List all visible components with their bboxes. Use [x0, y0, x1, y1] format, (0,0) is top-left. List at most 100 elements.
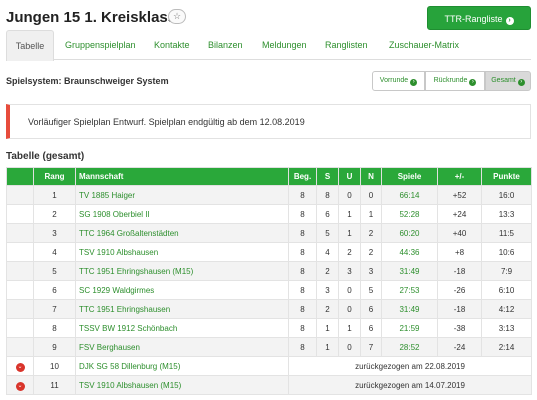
cell-spiele-link[interactable]: 31:49	[381, 261, 438, 281]
tab-bar: Tabelle Gruppenspielplan Kontakte Bilanz…	[6, 30, 531, 61]
cell-diff: -18	[437, 299, 482, 319]
header-s[interactable]: S	[316, 167, 339, 186]
cell-rang: 2	[33, 204, 76, 224]
tab-meldungen[interactable]: Meldungen	[262, 40, 307, 50]
row-flag	[6, 223, 34, 243]
cell-team-link[interactable]: TSSV BW 1912 Schönbach	[75, 318, 289, 338]
favorite-star-icon[interactable]: ☆	[168, 9, 186, 24]
cell-team-link[interactable]: FSV Berghausen	[75, 337, 289, 357]
header-flag	[6, 167, 34, 186]
cell-n: 6	[360, 299, 382, 319]
segment-rueckrunde-label: Rückrunde	[433, 77, 468, 84]
table-row: 5 TTC 1951 Ehringshausen (M15) 8 2 3 3 3…	[6, 261, 532, 281]
header-n[interactable]: N	[360, 167, 382, 186]
cell-u: 1	[338, 318, 361, 338]
header-diff[interactable]: +/-	[437, 167, 482, 186]
segment-vorrunde-label: Vorrunde	[379, 77, 409, 84]
arrow-circle-right-icon: ›	[505, 17, 514, 25]
cell-spiele-link[interactable]: 52:28	[381, 204, 438, 224]
cell-team-link[interactable]: TTC 1951 Ehringshausen (M15)	[75, 261, 289, 281]
ttr-rangliste-button[interactable]: TTR-Rangliste ›	[427, 6, 531, 30]
cell-n: 0	[360, 185, 382, 205]
cell-spiele-link[interactable]: 28:52	[381, 337, 438, 357]
header-beg[interactable]: Beg.	[288, 167, 317, 186]
tab-bilanzen[interactable]: Bilanzen	[208, 40, 243, 50]
cell-n: 6	[360, 318, 382, 338]
cell-punkte: 7:9	[481, 261, 532, 281]
tab-tabelle[interactable]: Tabelle	[6, 30, 54, 61]
arrow-circle-right-icon: ›	[517, 79, 525, 86]
cell-s: 1	[316, 337, 339, 357]
header-spiele[interactable]: Spiele	[381, 167, 438, 186]
cell-s: 5	[316, 223, 339, 243]
cell-rang: 11	[33, 375, 76, 395]
header-rang[interactable]: Rang	[33, 167, 76, 186]
cell-n: 1	[360, 204, 382, 224]
cell-rang: 8	[33, 318, 76, 338]
cell-team-link[interactable]: TSV 1910 Albshausen	[75, 242, 289, 262]
standings-table: Rang Mannschaft Beg. S U N Spiele +/- Pu…	[6, 167, 532, 395]
cell-u: 0	[338, 185, 361, 205]
chevron-down-icon[interactable]: ⌄	[15, 381, 25, 391]
header-mannschaft[interactable]: Mannschaft	[75, 167, 289, 186]
cell-s: 8	[316, 185, 339, 205]
cell-diff: -18	[437, 261, 482, 281]
tab-ranglisten[interactable]: Ranglisten	[325, 40, 368, 50]
cell-team-link[interactable]: TV 1885 Haiger	[75, 185, 289, 205]
table-header-row: Rang Mannschaft Beg. S U N Spiele +/- Pu…	[6, 167, 532, 186]
cell-diff: +52	[437, 185, 482, 205]
cell-rang: 5	[33, 261, 76, 281]
cell-rang: 7	[33, 299, 76, 319]
cell-team-link[interactable]: TTC 1964 Großaltenstädten	[75, 223, 289, 243]
row-flag	[6, 261, 34, 281]
tab-zuschauer-matrix[interactable]: Zuschauer-Matrix	[389, 40, 460, 50]
cell-spiele-link[interactable]: 31:49	[381, 299, 438, 319]
table-row: 6 SC 1929 Waldgirmes 8 3 0 5 27:53 -26 6…	[6, 280, 532, 300]
cell-punkte: 16:0	[481, 185, 532, 205]
tab-kontakte[interactable]: Kontakte	[154, 40, 190, 50]
cell-s: 4	[316, 242, 339, 262]
chevron-down-icon[interactable]: ⌄	[15, 362, 25, 372]
row-flag	[6, 204, 34, 224]
withdrawn-note: zurückgezogen am 14.07.2019	[288, 375, 532, 395]
cell-punkte: 13:3	[481, 204, 532, 224]
cell-team-link[interactable]: SG 1908 Oberbiel II	[75, 204, 289, 224]
cell-team-link[interactable]: DJK SG 58 Dillenburg (M15)	[75, 356, 289, 376]
row-flag: ⌄	[6, 375, 34, 395]
segment-rueckrunde[interactable]: Rückrunde ›	[425, 71, 485, 91]
segment-gesamt[interactable]: Gesamt ›	[485, 71, 531, 91]
table-row: 3 TTC 1964 Großaltenstädten 8 5 1 2 60:2…	[6, 223, 532, 243]
row-flag	[6, 280, 34, 300]
cell-team-link[interactable]: TSV 1910 Albshausen (M15)	[75, 375, 289, 395]
table-row: 2 SG 1908 Oberbiel II 8 6 1 1 52:28 +24 …	[6, 204, 532, 224]
row-flag	[6, 185, 34, 205]
row-flag	[6, 299, 34, 319]
cell-spiele-link[interactable]: 27:53	[381, 280, 438, 300]
cell-spiele-link[interactable]: 21:59	[381, 318, 438, 338]
cell-beg: 8	[288, 242, 317, 262]
notice-alert: Vorläufiger Spielplan Entwurf. Spielplan…	[6, 104, 531, 139]
header-punkte[interactable]: Punkte	[481, 167, 532, 186]
cell-rang: 4	[33, 242, 76, 262]
cell-spiele-link[interactable]: 60:20	[381, 223, 438, 243]
cell-spiele-link[interactable]: 66:14	[381, 185, 438, 205]
ttr-rangliste-label: TTR-Rangliste	[444, 14, 503, 24]
header-u[interactable]: U	[338, 167, 361, 186]
cell-team-link[interactable]: TTC 1951 Ehringshausen	[75, 299, 289, 319]
cell-beg: 8	[288, 299, 317, 319]
cell-n: 5	[360, 280, 382, 300]
segment-vorrunde[interactable]: Vorrunde ›	[372, 71, 425, 91]
tab-gruppenspielplan[interactable]: Gruppenspielplan	[65, 40, 136, 50]
table-row: 1 TV 1885 Haiger 8 8 0 0 66:14 +52 16:0	[6, 185, 532, 205]
cell-team-link[interactable]: SC 1929 Waldgirmes	[75, 280, 289, 300]
row-flag	[6, 318, 34, 338]
segment-gesamt-label: Gesamt	[491, 77, 516, 84]
arrow-circle-right-icon: ›	[410, 79, 418, 86]
cell-spiele-link[interactable]: 44:36	[381, 242, 438, 262]
cell-beg: 8	[288, 337, 317, 357]
cell-punkte: 11:5	[481, 223, 532, 243]
cell-rang: 3	[33, 223, 76, 243]
table-row-withdrawn: ⌄ 11 TSV 1910 Albshausen (M15) zurückgez…	[6, 375, 532, 395]
row-flag	[6, 242, 34, 262]
cell-u: 0	[338, 337, 361, 357]
